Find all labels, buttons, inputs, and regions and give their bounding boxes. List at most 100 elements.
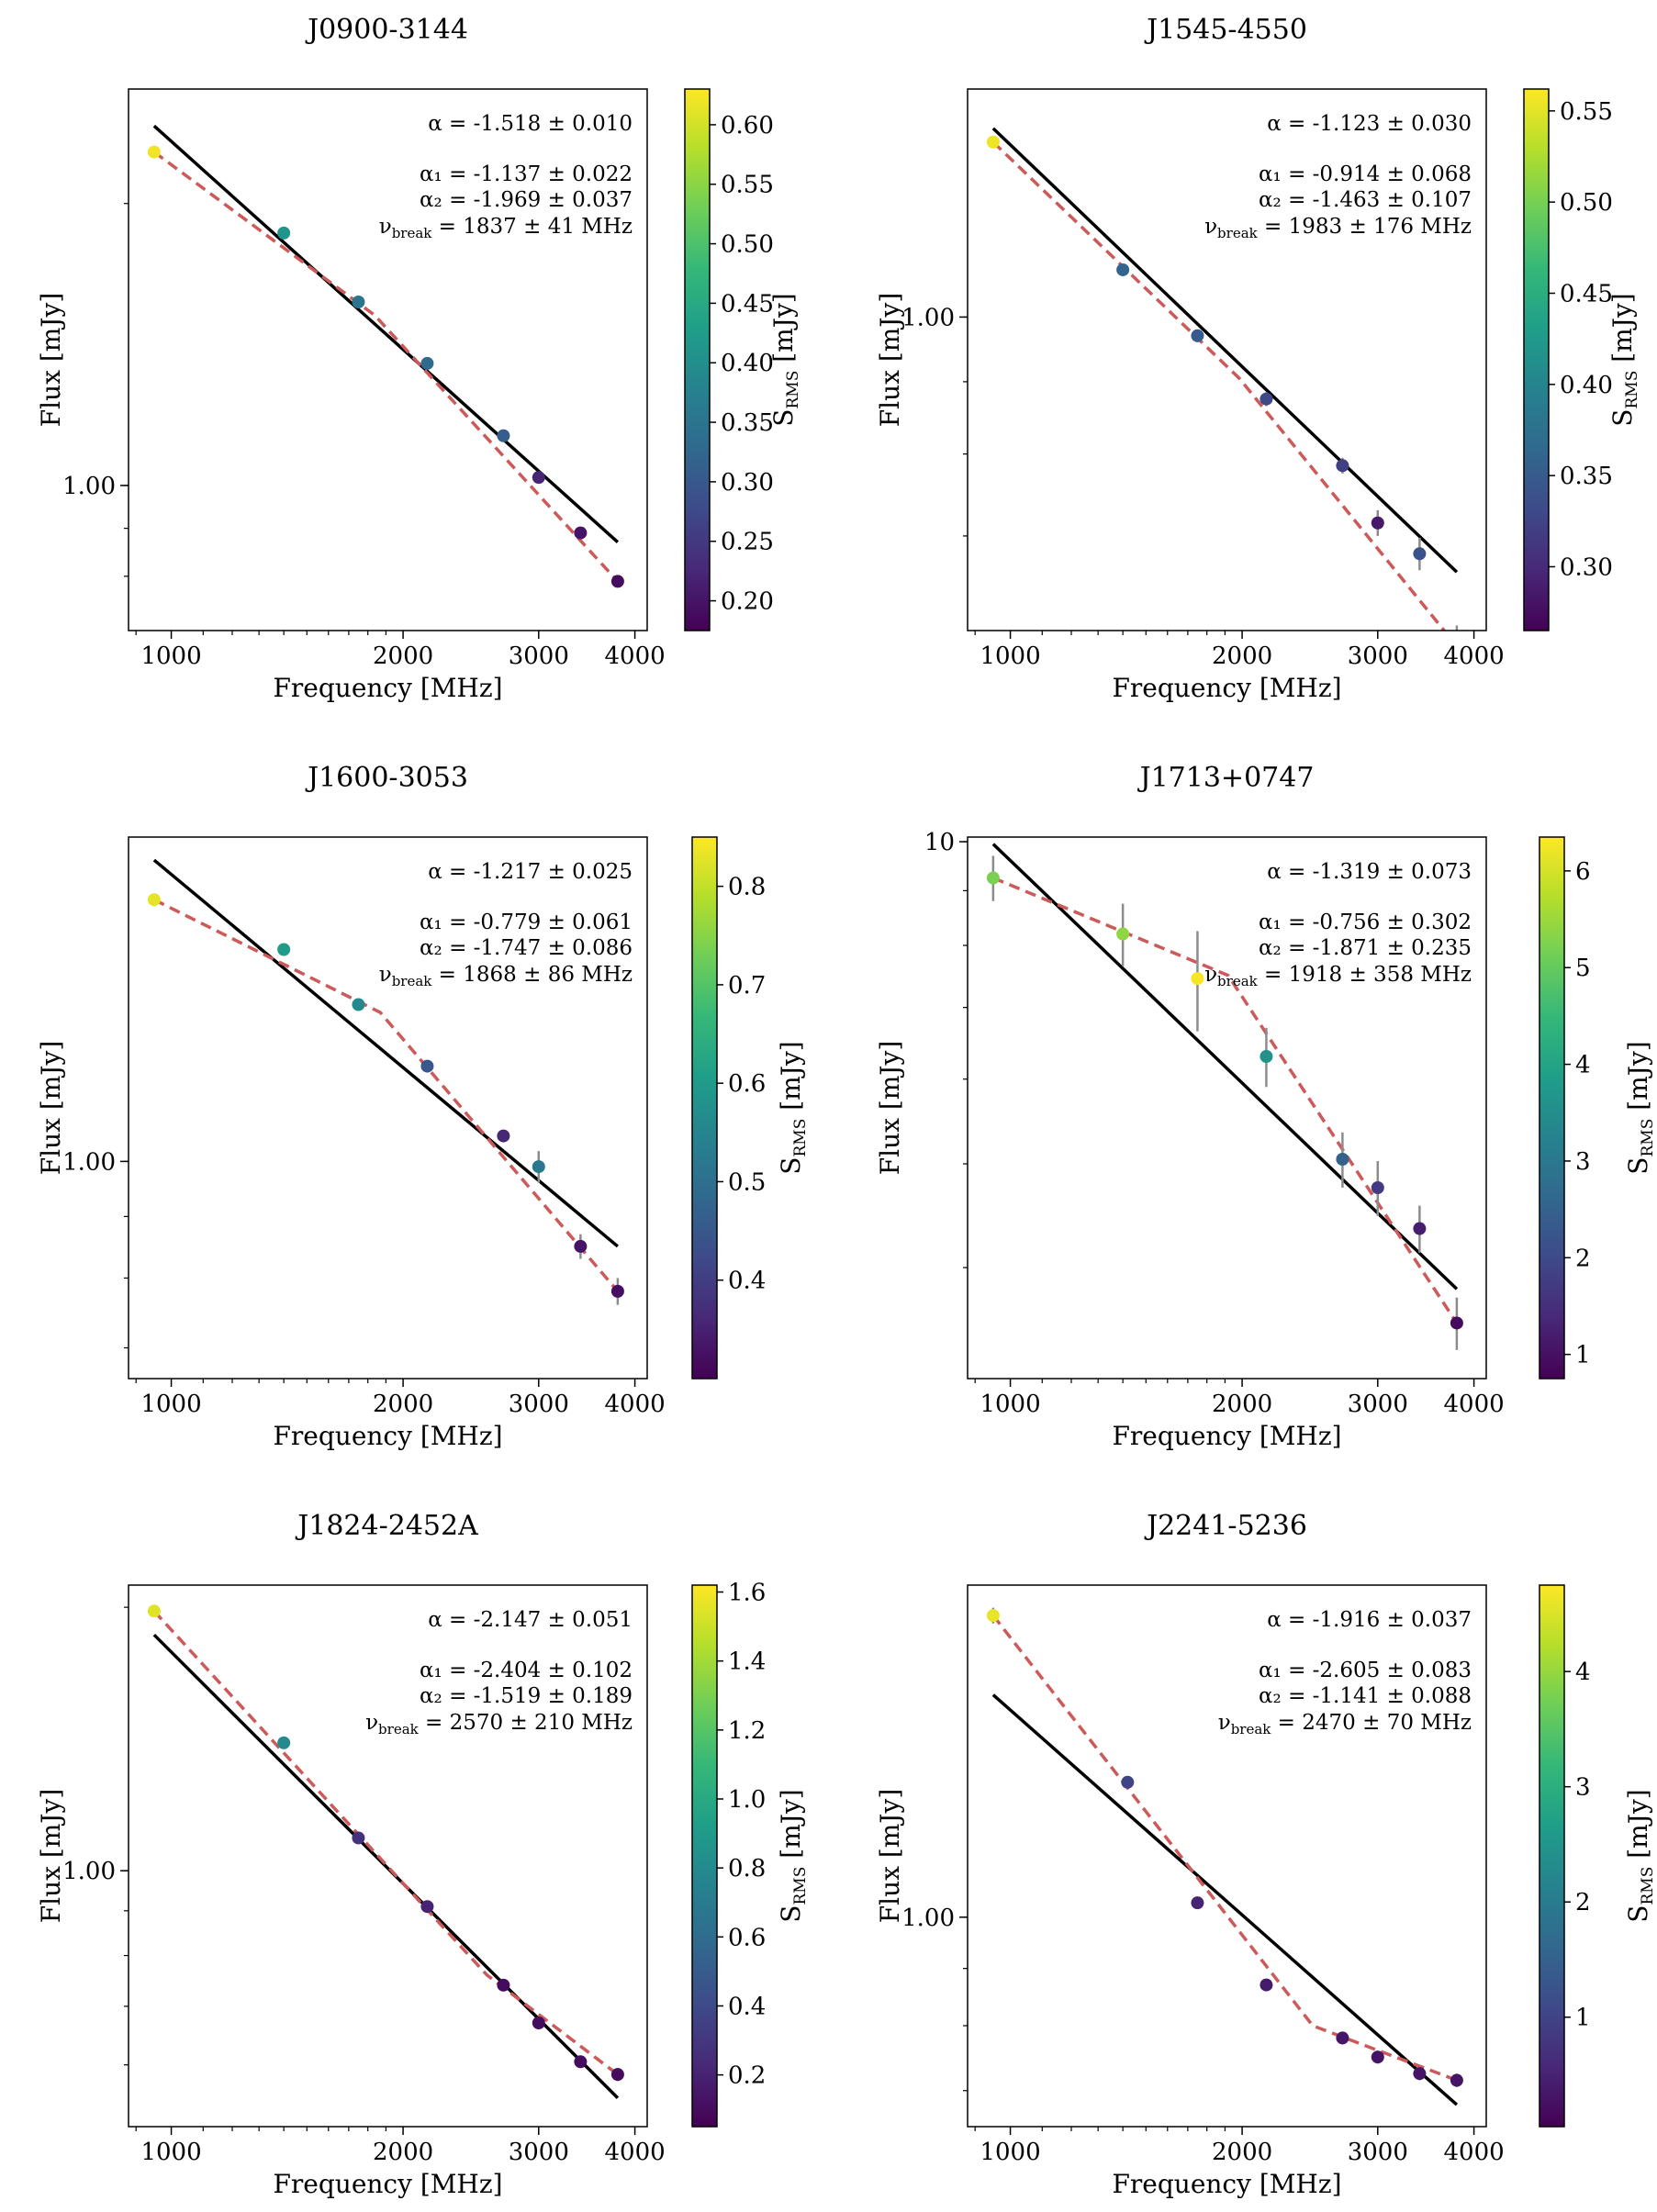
colorbar-label-main: S (768, 409, 799, 427)
data-point (1371, 1181, 1384, 1195)
data-point (352, 296, 365, 309)
data-point (1191, 972, 1204, 986)
colorbar-tick-label: 0.45 (1560, 280, 1613, 307)
chart-panel-6: J2241-5236 1000 2000 3000 4000 1.00 Frequency … (875, 1510, 1657, 2199)
chart-panel-2: J1545-4550 1000 2000 3000 4000 1.00 Frequency … (875, 14, 1641, 703)
colorbar-tick-label: 0.50 (1560, 189, 1613, 217)
chart-title: J1545-4550 (1144, 14, 1307, 46)
colorbar-label: SRMS [mJy] (1623, 1789, 1657, 1922)
x-tick-label: 3000 (509, 642, 569, 670)
data-point (1116, 263, 1130, 276)
broken-power-law-line (153, 898, 620, 1293)
data-point (1336, 459, 1349, 473)
y-axis-label: Flux [mJy] (875, 293, 905, 428)
data-point (420, 1059, 434, 1073)
broken-power-law-line (992, 876, 1459, 1324)
data-point (986, 871, 1000, 885)
data-point (1413, 547, 1427, 561)
data-point (497, 1978, 510, 1992)
x-tick-label: 2000 (373, 2139, 433, 2166)
x-tick-label: 1000 (140, 642, 201, 670)
data-point (1371, 516, 1384, 530)
single-power-law-line (991, 127, 1459, 574)
colorbar-tick-label: 1.6 (728, 1580, 766, 1607)
y-tick-label: 1.00 (62, 473, 116, 500)
colorbar (1539, 1584, 1565, 2128)
annotation-subscript: break (1217, 225, 1259, 241)
colorbar-tick-label: 0.55 (721, 172, 774, 199)
x-axis-label: Frequency [MHz] (1112, 1421, 1341, 1451)
plot-data (986, 843, 1463, 1350)
colorbar-tick-label: 1.2 (728, 1717, 766, 1745)
colorbar-label-subscript: RMS (1639, 1119, 1657, 1157)
colorbar-label-subscript: RMS (791, 1119, 810, 1157)
data-point (147, 893, 161, 907)
colorbar-tick-label: 0.45 (721, 290, 774, 318)
fit-annotation-line: α₂ = -1.871 ± 0.235 (1259, 936, 1472, 960)
colorbar-tick-label: 6 (1575, 858, 1591, 886)
y-axis-label: Flux [mJy] (36, 1041, 66, 1176)
x-tick-label: 2000 (1212, 1391, 1272, 1418)
y-tick-label: 10 (924, 829, 955, 856)
colorbar-tick-label: 0.35 (1560, 463, 1613, 490)
x-tick-label: 2000 (373, 642, 433, 670)
annotation-value: = 1868 ± 86 MHz (431, 963, 633, 987)
data-point (497, 1129, 510, 1143)
plot-frame (967, 836, 1487, 1380)
data-point (1191, 1896, 1204, 1910)
fit-annotation-line: νbreak = 1837 ± 41 MHz (379, 215, 633, 241)
colorbar-tick-label: 3 (1575, 1774, 1591, 1802)
plot-data (986, 127, 1459, 631)
y-axis-label: Flux [mJy] (875, 1789, 905, 1924)
chart-title: J1824-2452A (295, 1510, 478, 1542)
colorbar-tick-label: 0.2 (728, 2062, 766, 2090)
x-tick-label: 3000 (509, 1391, 569, 1418)
annotation-nu: ν (365, 1711, 378, 1735)
annotation-nu: ν (379, 215, 392, 239)
data-point (986, 1609, 1000, 1623)
colorbar-tick-label: 1.4 (728, 1648, 766, 1676)
colorbar-tick-label: 0.20 (721, 588, 774, 616)
x-tick-label: 1000 (140, 2139, 201, 2166)
chart-title: J0900-3144 (305, 14, 468, 46)
broken-power-law-line (152, 1610, 619, 2076)
colorbar-tick-label: 4 (1575, 1659, 1591, 1686)
x-axis-label: Frequency [MHz] (273, 1421, 502, 1451)
single-power-law-line (991, 1693, 1459, 2106)
x-tick-label: 4000 (1444, 2139, 1505, 2166)
colorbar-tick-label: 1.0 (728, 1786, 766, 1814)
data-point (574, 2055, 588, 2069)
data-point (1450, 1316, 1463, 1330)
fit-annotation-line: νbreak = 1868 ± 86 MHz (379, 963, 633, 989)
data-point (147, 145, 161, 159)
colorbar-tick-label: 0.7 (728, 972, 766, 1000)
annotation-nu: ν (379, 963, 392, 987)
annotation-subscript: break (1217, 973, 1259, 989)
single-power-law-line (152, 858, 620, 1248)
colorbar-label: SRMS [mJy] (1607, 293, 1641, 426)
annotation-value: = 2470 ± 70 MHz (1271, 1711, 1472, 1735)
colorbar-label-unit: [mJy] (1607, 293, 1638, 370)
colorbar-tick-label: 0.5 (728, 1168, 766, 1196)
fit-annotation-line: α₂ = -1.747 ± 0.086 (420, 936, 633, 960)
plot-data (986, 1607, 1463, 2106)
x-tick-label: 1000 (140, 1391, 201, 1418)
y-tick-label: 1.00 (62, 1858, 116, 1885)
fit-annotation-line: α = -1.916 ± 0.037 (1267, 1608, 1472, 1632)
data-point (1371, 2050, 1384, 2064)
chart-title: J1600-3053 (305, 762, 468, 794)
plot-data (147, 858, 624, 1305)
annotation-subscript: break (392, 973, 433, 989)
fit-annotation-line: α₁ = -2.404 ± 0.102 (420, 1659, 633, 1682)
colorbar-tick-label: 5 (1575, 955, 1591, 982)
annotation-nu: ν (1218, 1711, 1231, 1735)
colorbar-tick-label: 2 (1575, 1889, 1591, 1916)
fit-annotation-line: α₂ = -1.463 ± 0.107 (1259, 188, 1472, 212)
fit-annotation-line: α₁ = -1.137 ± 0.022 (420, 162, 633, 186)
fit-annotation-line: α = -1.518 ± 0.010 (428, 112, 633, 136)
x-axis-label: Frequency [MHz] (273, 2169, 502, 2199)
data-point (277, 943, 291, 956)
broken-power-law-line (991, 140, 1447, 631)
x-tick-label: 1000 (980, 1391, 1040, 1418)
colorbar-tick-label: 3 (1575, 1148, 1591, 1176)
